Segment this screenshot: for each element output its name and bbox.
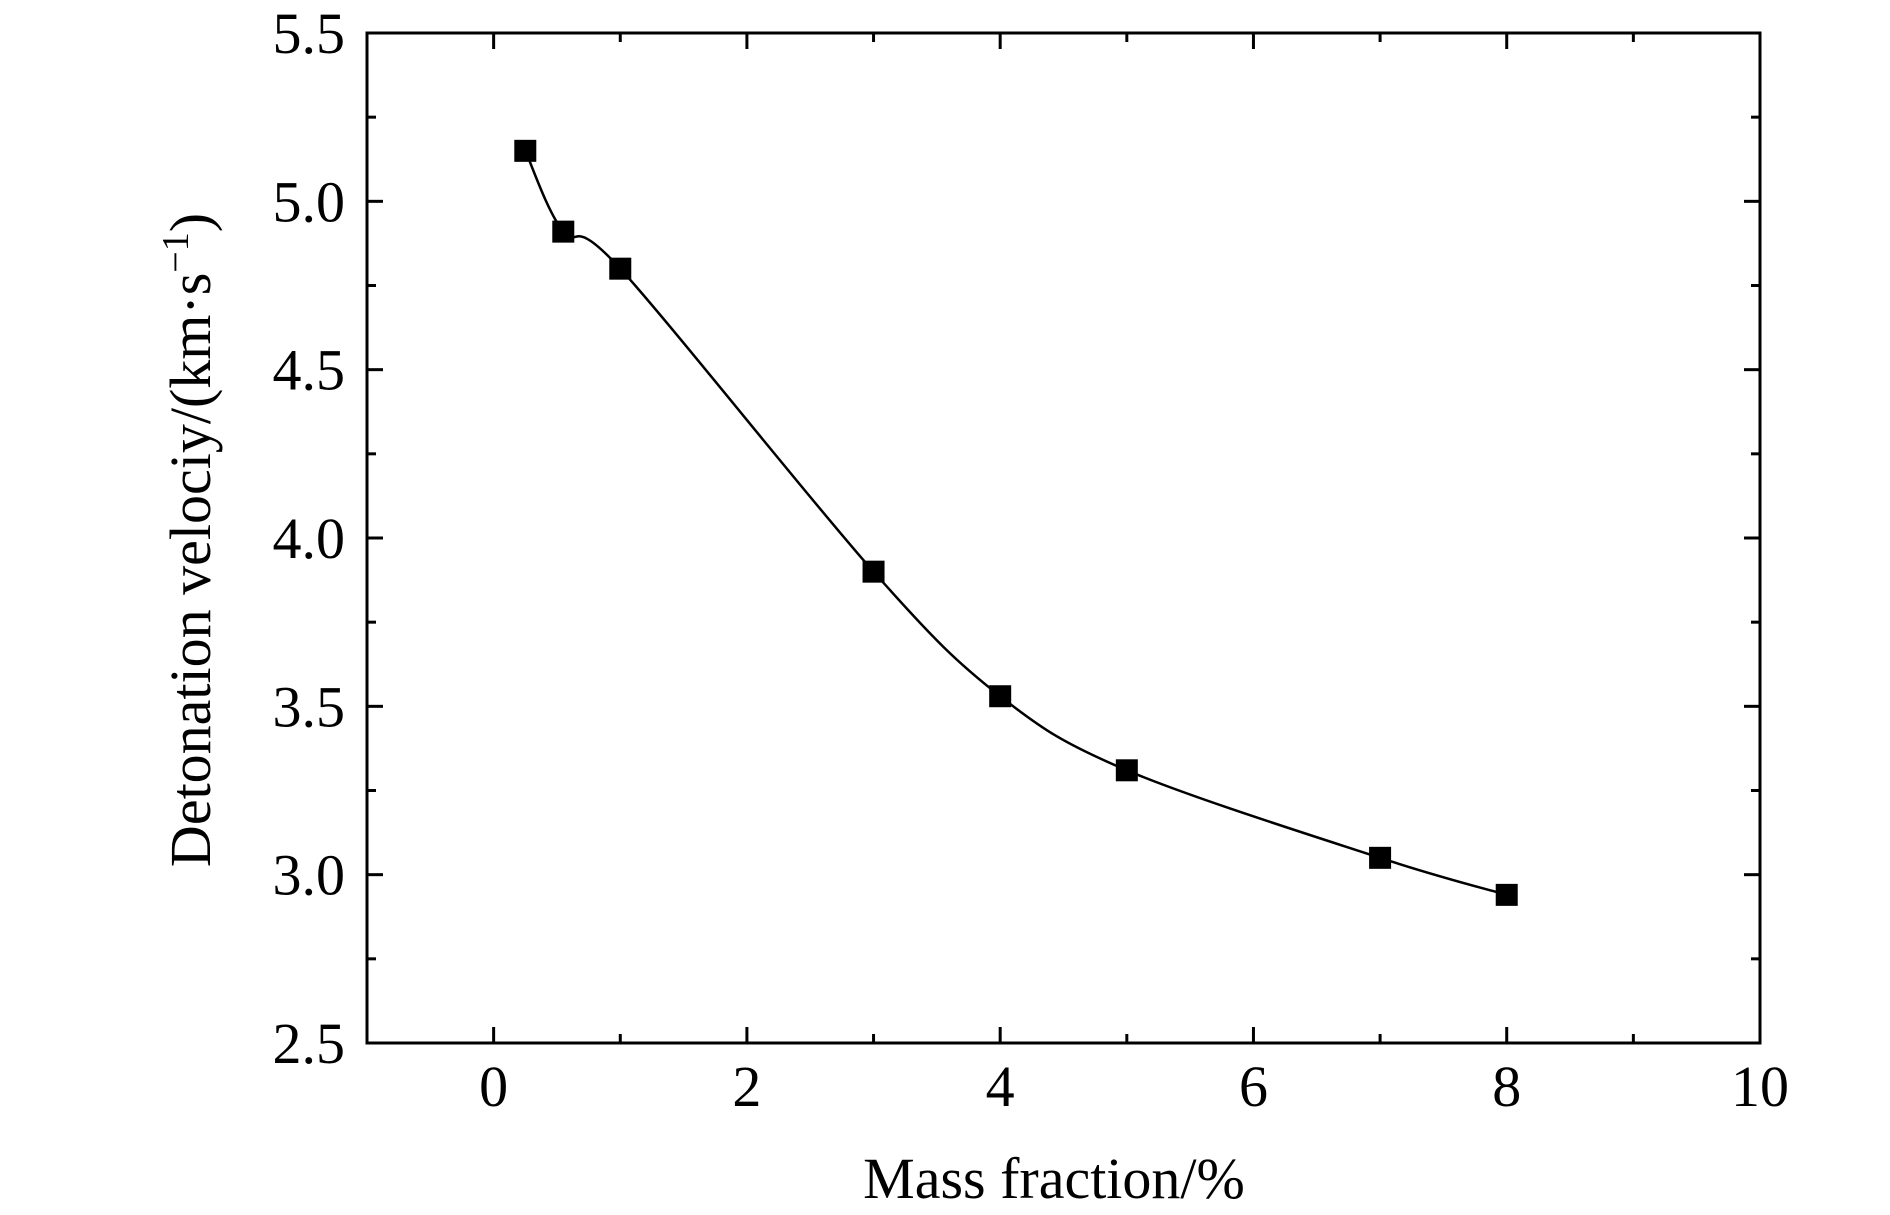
x-tick-label: 10 — [1731, 1054, 1789, 1119]
x-tick-label: 6 — [1239, 1054, 1268, 1119]
series-line — [524, 150, 1508, 897]
y-tick-label: 3.0 — [273, 843, 346, 908]
series-line-group — [524, 150, 1508, 897]
y-axis-title: Detonation velociy/(km·s−1) — [155, 213, 223, 867]
data-point-square — [514, 139, 537, 162]
x-axis-title: Mass fraction/% — [863, 1146, 1245, 1211]
y-axis-title-suffix: ) — [158, 213, 223, 232]
data-point-square — [1495, 883, 1518, 906]
data-point-square — [609, 257, 632, 280]
x-tick-label: 4 — [986, 1054, 1015, 1119]
y-axis-title-text: Detonation velociy/(km·s — [158, 273, 223, 867]
data-point-square — [989, 685, 1012, 708]
y-tick-label: 5.5 — [273, 1, 346, 66]
plot-frame — [365, 31, 1762, 1045]
tick-labels: 0 2 4 6 8 10 2.5 3.0 3.5 4.0 4.5 5.0 5.5 — [273, 1, 1790, 1119]
y-tick-label: 4.0 — [273, 506, 346, 571]
data-point-square — [552, 220, 575, 243]
y-axis-title-superscript: −1 — [155, 232, 197, 272]
data-points — [514, 139, 1518, 906]
y-tick-label: 2.5 — [273, 1011, 346, 1076]
x-tick-label: 2 — [732, 1054, 761, 1119]
x-tick-label: 8 — [1492, 1054, 1521, 1119]
axis-ticks — [367, 31, 1762, 1045]
y-tick-label: 4.5 — [273, 338, 346, 403]
y-tick-label: 3.5 — [273, 674, 346, 739]
plot-area — [365, 31, 1762, 1045]
y-tick-label: 5.0 — [273, 169, 346, 234]
data-point-square — [1115, 759, 1138, 782]
data-point-square — [862, 560, 885, 583]
data-point-square — [1369, 846, 1392, 869]
x-tick-label: 0 — [479, 1054, 508, 1119]
